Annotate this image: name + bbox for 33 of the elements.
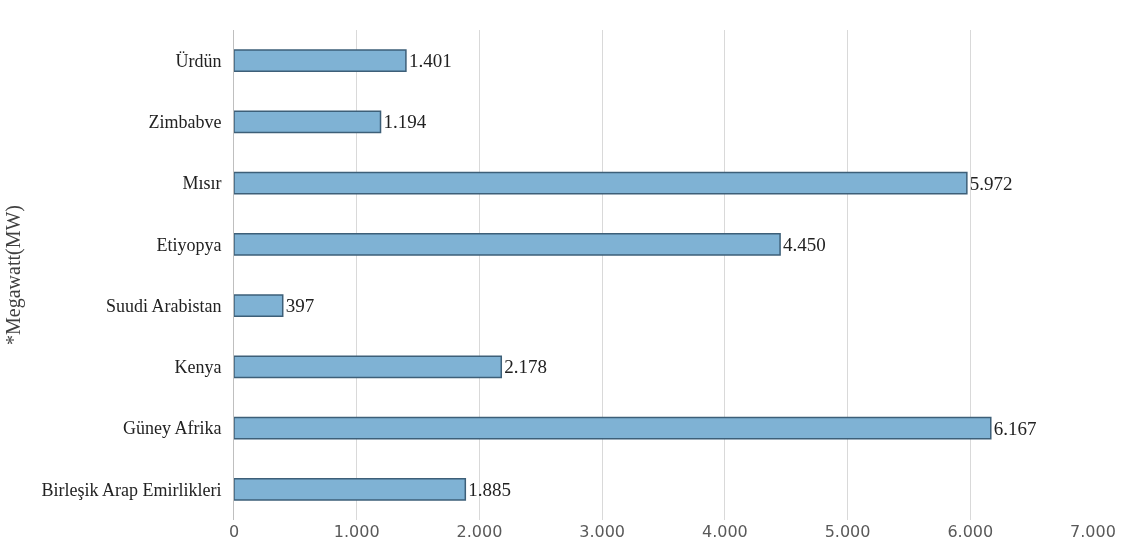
x-tick-label: 4.000 [701, 522, 748, 541]
x-tick-label: 6.000 [947, 522, 994, 541]
x-tick-label: 1.000 [333, 522, 380, 541]
bar [234, 416, 992, 440]
y-tick-label: Kenya [174, 357, 222, 378]
data-label: 4.450 [783, 233, 826, 255]
bar [234, 171, 968, 195]
y-axis-title: *Megawatt(MW) [1, 205, 25, 345]
data-label: 2.178 [504, 356, 548, 378]
data-label: 6.167 [993, 417, 1037, 439]
bar [234, 110, 382, 134]
y-tick-label: Birleşik Arap Emirlikleri [41, 479, 222, 500]
x-tick-label: 2.000 [456, 522, 503, 541]
bar [234, 49, 407, 73]
bar [234, 477, 467, 501]
data-label: 5.972 [969, 172, 1013, 194]
bar [234, 355, 503, 379]
data-label: 1.401 [408, 50, 452, 72]
x-tick-label: 7.000 [1070, 522, 1116, 541]
y-tick-label: Zimbabve [148, 112, 222, 133]
y-tick-label: Etiyopya [156, 234, 222, 255]
data-label: 1.885 [468, 478, 512, 500]
y-tick-label: Suudi Arabistan [105, 295, 222, 316]
y-tick-label: Mısır [182, 173, 222, 194]
x-tick-label: 5.000 [824, 522, 871, 541]
data-label: 1.194 [383, 111, 427, 133]
x-tick-label: 0 [228, 522, 240, 541]
data-label: 397 [285, 295, 315, 317]
bar [234, 294, 284, 318]
y-tick-label: Güney Afrika [122, 418, 222, 439]
bar [234, 232, 781, 256]
x-tick-label: 3.000 [579, 522, 626, 541]
y-tick-label: Ürdün [175, 50, 222, 71]
